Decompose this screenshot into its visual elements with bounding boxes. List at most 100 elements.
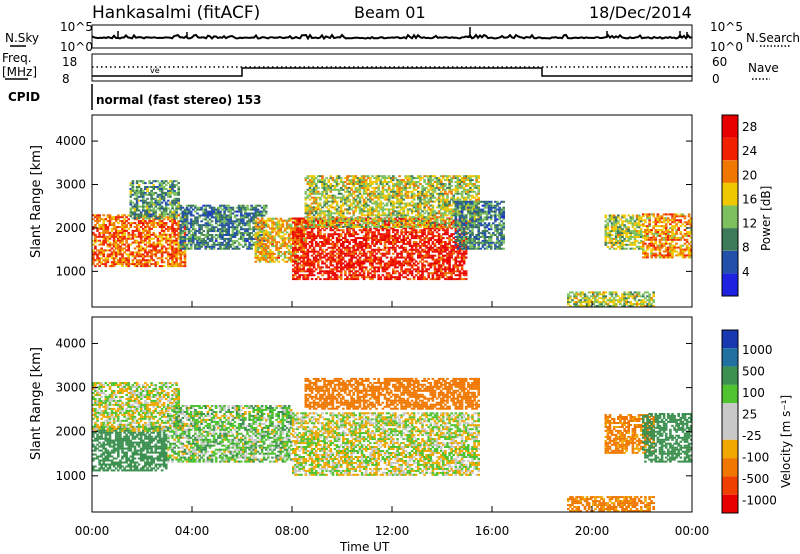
heatmap-cell: [335, 217, 339, 220]
heatmap-cell: [371, 239, 374, 241]
heatmap-cell: [148, 251, 151, 254]
heatmap-cell: [352, 250, 355, 253]
heatmap-cell: [208, 230, 212, 233]
heatmap-cell: [127, 218, 130, 221]
heatmap-cell: [327, 214, 330, 217]
heatmap-cell: [410, 225, 414, 228]
heatmap-cell: [323, 212, 326, 215]
heatmap-cell: [183, 257, 187, 260]
heatmap-cell: [292, 258, 295, 261]
heatmap-cell: [177, 241, 180, 244]
heatmap-cell: [114, 263, 118, 266]
heatmap-cell: [385, 220, 389, 223]
heatmap-cell: [302, 249, 305, 251]
heatmap-cell: [129, 207, 133, 210]
heatmap-cell: [296, 264, 299, 267]
heatmap-cell: [108, 218, 112, 221]
heatmap-cell: [398, 264, 401, 267]
heatmap-cell: [127, 249, 130, 252]
heatmap-cell: [379, 190, 383, 193]
heatmap-cell: [231, 236, 235, 238]
heatmap-cell: [373, 221, 376, 224]
heatmap-cell: [367, 194, 370, 197]
heatmap-cell: [237, 241, 241, 244]
heatmap-cell: [427, 239, 430, 241]
heatmap-cell: [375, 242, 378, 245]
heatmap-cell: [375, 237, 378, 240]
heatmap-cell: [427, 237, 430, 240]
heatmap-cell: [156, 186, 160, 188]
heatmap-cell: [308, 184, 312, 187]
heatmap-cell: [427, 262, 430, 265]
heatmap-cell: [179, 236, 183, 238]
heatmap-cell: [279, 245, 283, 248]
heatmap-cell: [142, 191, 145, 194]
heatmap-cell: [94, 253, 97, 256]
heatmap-cell: [204, 212, 208, 215]
heatmap-cell: [154, 251, 158, 254]
heatmap-cell: [429, 233, 433, 236]
heatmap-cell: [310, 227, 314, 230]
heatmap-cell: [183, 214, 187, 217]
heatmap-cell: [404, 177, 408, 180]
heatmap-cell: [206, 234, 210, 236]
heatmap-cell: [173, 251, 176, 254]
heatmap-cell: [135, 213, 139, 216]
heatmap-cell: [310, 184, 314, 187]
heatmap-cell: [304, 212, 308, 215]
heatmap-cell: [275, 233, 278, 236]
heatmap-cell: [454, 258, 458, 261]
heatmap-cell: [306, 216, 310, 219]
heatmap-cell: [373, 208, 376, 211]
heatmap-cell: [231, 228, 235, 231]
heatmap-cell: [139, 233, 143, 236]
heatmap-cell: [379, 208, 383, 211]
heatmap-cell: [387, 278, 391, 281]
heatmap-cell: [114, 220, 118, 223]
heatmap-cell: [356, 181, 360, 183]
heatmap-cell: [389, 246, 393, 249]
heatmap-cell: [98, 253, 101, 256]
heatmap-cell: [335, 252, 339, 255]
heatmap-cell: [106, 237, 110, 240]
heatmap-cell: [364, 179, 368, 182]
heatmap-cell: [437, 239, 441, 241]
heatmap-cell: [164, 203, 168, 206]
heatmap-cell: [294, 219, 297, 222]
heatmap-cell: [296, 237, 299, 240]
heatmap-cell: [210, 212, 214, 215]
heatmap-cell: [410, 254, 414, 257]
heatmap-cell: [358, 206, 362, 209]
heatmap-cell: [162, 197, 166, 200]
heatmap-cell: [325, 184, 328, 187]
heatmap-cell: [212, 236, 216, 238]
heatmap-cell: [373, 177, 376, 180]
heatmap-cell: [231, 234, 235, 236]
heatmap-cell: [302, 237, 305, 240]
heatmap-cell: [279, 225, 283, 228]
heatmap-cell: [285, 237, 289, 240]
heatmap-cell: [139, 211, 143, 214]
heatmap-cell: [373, 218, 376, 221]
heatmap-cell: [225, 234, 228, 236]
heatmap-cell: [439, 256, 443, 259]
heatmap-cell: [337, 192, 341, 195]
heatmap-cell: [344, 202, 347, 205]
heatmap-cell: [404, 246, 408, 249]
heatmap-cell: [462, 274, 466, 277]
heatmap-cell: [139, 205, 143, 208]
heatmap-cell: [119, 259, 122, 262]
heatmap-cell: [250, 218, 253, 221]
heatmap-cell: [454, 256, 458, 259]
heatmap-cell: [358, 262, 362, 265]
heatmap-cell: [142, 193, 145, 196]
heatmap-cell: [173, 203, 176, 206]
heatmap-cell: [358, 250, 362, 253]
heatmap-cell: [408, 278, 412, 281]
heatmap-cell: [146, 207, 149, 210]
heatmap-cell: [414, 268, 418, 271]
heatmap-cell: [175, 213, 178, 216]
heatmap-cell: [408, 220, 412, 223]
heatmap-cell: [300, 239, 303, 241]
heatmap-cell: [350, 218, 353, 221]
